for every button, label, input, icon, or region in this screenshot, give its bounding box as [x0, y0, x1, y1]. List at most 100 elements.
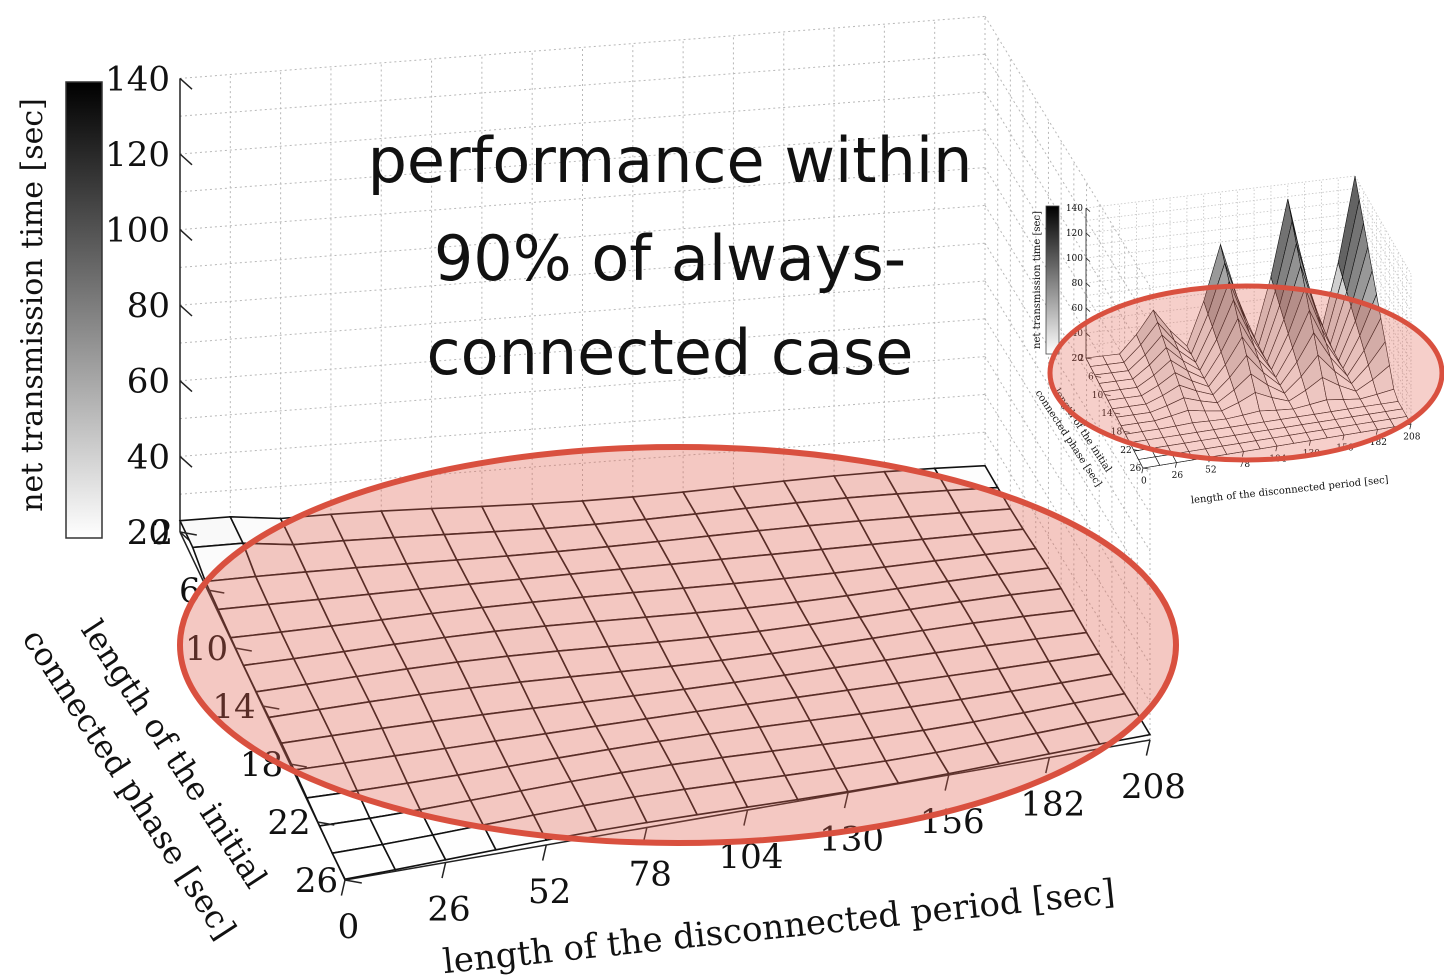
y-tick-label: 2 — [1078, 354, 1084, 364]
z-tick-label: 60 — [1072, 304, 1084, 314]
y-tick-mark — [207, 589, 225, 594]
main-z-axis-label: net transmission time [sec] — [15, 98, 50, 512]
annotation-line-1: performance within — [368, 124, 973, 197]
annotation-text: performance within 90% of always- connec… — [368, 124, 973, 389]
x-tick-label: 0 — [1141, 476, 1147, 486]
x-tick-label: 182 — [1020, 784, 1085, 824]
back-wall-hline — [1085, 200, 1356, 234]
z-tick-mark — [1085, 207, 1091, 212]
z-tick-label: 140 — [1066, 204, 1083, 214]
x-tick-label: 26 — [427, 889, 470, 929]
inset-colorbar — [1045, 205, 1060, 355]
inset-highlight-ellipse — [1047, 283, 1444, 463]
back-wall-hline — [1085, 175, 1356, 209]
z-tick-mark — [179, 229, 193, 241]
x-tick-label: 52 — [1205, 465, 1216, 475]
z-tick-label: 40 — [127, 437, 170, 477]
y-tick-label: 26 — [1130, 464, 1142, 474]
z-tick-label: 80 — [1072, 279, 1084, 289]
x-tick-mark — [1145, 739, 1151, 756]
z-tick-label: 60 — [127, 362, 170, 402]
x-tick-mark — [1241, 451, 1244, 457]
x-tick-mark — [1045, 757, 1051, 774]
x-tick-mark — [441, 862, 447, 879]
inset-z-axis-label: net transmission time [sec] — [1032, 211, 1043, 349]
y-tick-mark — [1085, 357, 1092, 360]
z-tick-mark — [179, 455, 193, 468]
y-tick-mark — [1095, 375, 1102, 378]
y-tick-mark — [1142, 467, 1149, 470]
side-wall-hline — [1354, 200, 1412, 300]
x-tick-mark — [340, 879, 346, 896]
z-tick-label: 80 — [127, 286, 170, 326]
z-tick-label: 120 — [1066, 229, 1083, 239]
x-tick-mark — [1409, 423, 1412, 430]
x-tick-mark — [1308, 440, 1311, 446]
x-tick-label: 78 — [1239, 460, 1251, 470]
x-tick-label: 26 — [1172, 471, 1184, 481]
y-tick-label: 14 — [1101, 409, 1113, 419]
z-tick-mark — [1085, 307, 1091, 312]
z-tick-mark — [179, 77, 193, 90]
z-tick-label: 120 — [105, 135, 170, 175]
main-colorbar — [65, 81, 103, 539]
z-tick-mark — [179, 153, 193, 166]
main-surface-mesh — [178, 464, 1152, 881]
y-tick-mark — [1104, 394, 1111, 397]
y-tick-mark — [234, 647, 252, 652]
y-tick-label: 22 — [1120, 446, 1131, 456]
y-tick-mark — [1133, 449, 1140, 452]
side-wall-hline — [984, 16, 1151, 287]
y-tick-label: 2 — [152, 513, 174, 553]
x-tick-mark — [1275, 445, 1278, 452]
side-wall-hline — [1354, 175, 1412, 275]
main-highlight-ellipse — [177, 444, 1179, 846]
x-tick-label: 208 — [1403, 432, 1420, 442]
z-tick-mark — [1085, 257, 1091, 262]
annotation-line-2: 90% of always- — [434, 222, 906, 295]
z-tick-label: 20 — [127, 513, 170, 553]
y-tick-mark — [1114, 412, 1121, 415]
main-z-ticks: 20 40 60 80 100 120 140 — [105, 59, 193, 553]
x-tick-label: 0 — [338, 907, 360, 947]
x-tick-label: 208 — [1121, 767, 1186, 807]
y-tick-mark — [1123, 430, 1130, 433]
y-tick-label: 6 — [1088, 372, 1094, 382]
y-tick-label: 26 — [295, 861, 338, 901]
z-tick-mark — [1085, 332, 1091, 337]
side-wall-hline — [1354, 188, 1412, 287]
inset-z-ticks: 20 40 60 80 100 120 140 — [1066, 204, 1091, 364]
x-tick-label: 182 — [1370, 438, 1387, 448]
x-tick-mark — [1141, 467, 1144, 474]
y-tick-mark — [179, 531, 197, 536]
z-tick-mark — [1085, 232, 1091, 237]
inset-x-axis-label: length of the disconnected period [sec] — [1190, 475, 1389, 507]
z-tick-label: 140 — [105, 59, 170, 99]
z-tick-mark — [179, 380, 193, 393]
z-tick-label: 100 — [1066, 254, 1083, 264]
y-tick-label: 18 — [1111, 427, 1123, 437]
y-tick-mark — [344, 879, 362, 884]
x-tick-mark — [1342, 434, 1345, 441]
x-tick-mark — [843, 792, 849, 809]
y-tick-mark — [317, 821, 335, 826]
x-tick-mark — [944, 774, 950, 791]
y-tick-label: 10 — [1092, 391, 1104, 401]
x-tick-label: 78 — [629, 854, 672, 894]
x-tick-mark — [1174, 462, 1177, 468]
y-tick-label: 22 — [267, 803, 310, 843]
x-tick-mark — [541, 844, 547, 861]
y-tick-mark — [289, 763, 307, 768]
z-tick-label: 100 — [105, 211, 170, 251]
x-tick-label: 52 — [528, 872, 571, 912]
z-tick-label: 20 — [1072, 354, 1084, 364]
z-tick-mark — [179, 304, 193, 317]
x-tick-mark — [743, 809, 749, 826]
inset-y-ticks: 261014182226 — [1078, 354, 1149, 474]
y-tick-mark — [262, 705, 280, 710]
annotation-line-3: connected case — [427, 316, 914, 389]
y-tick-label: 10 — [185, 629, 228, 669]
z-tick-label: 40 — [1072, 329, 1084, 339]
z-tick-mark — [1085, 282, 1091, 287]
